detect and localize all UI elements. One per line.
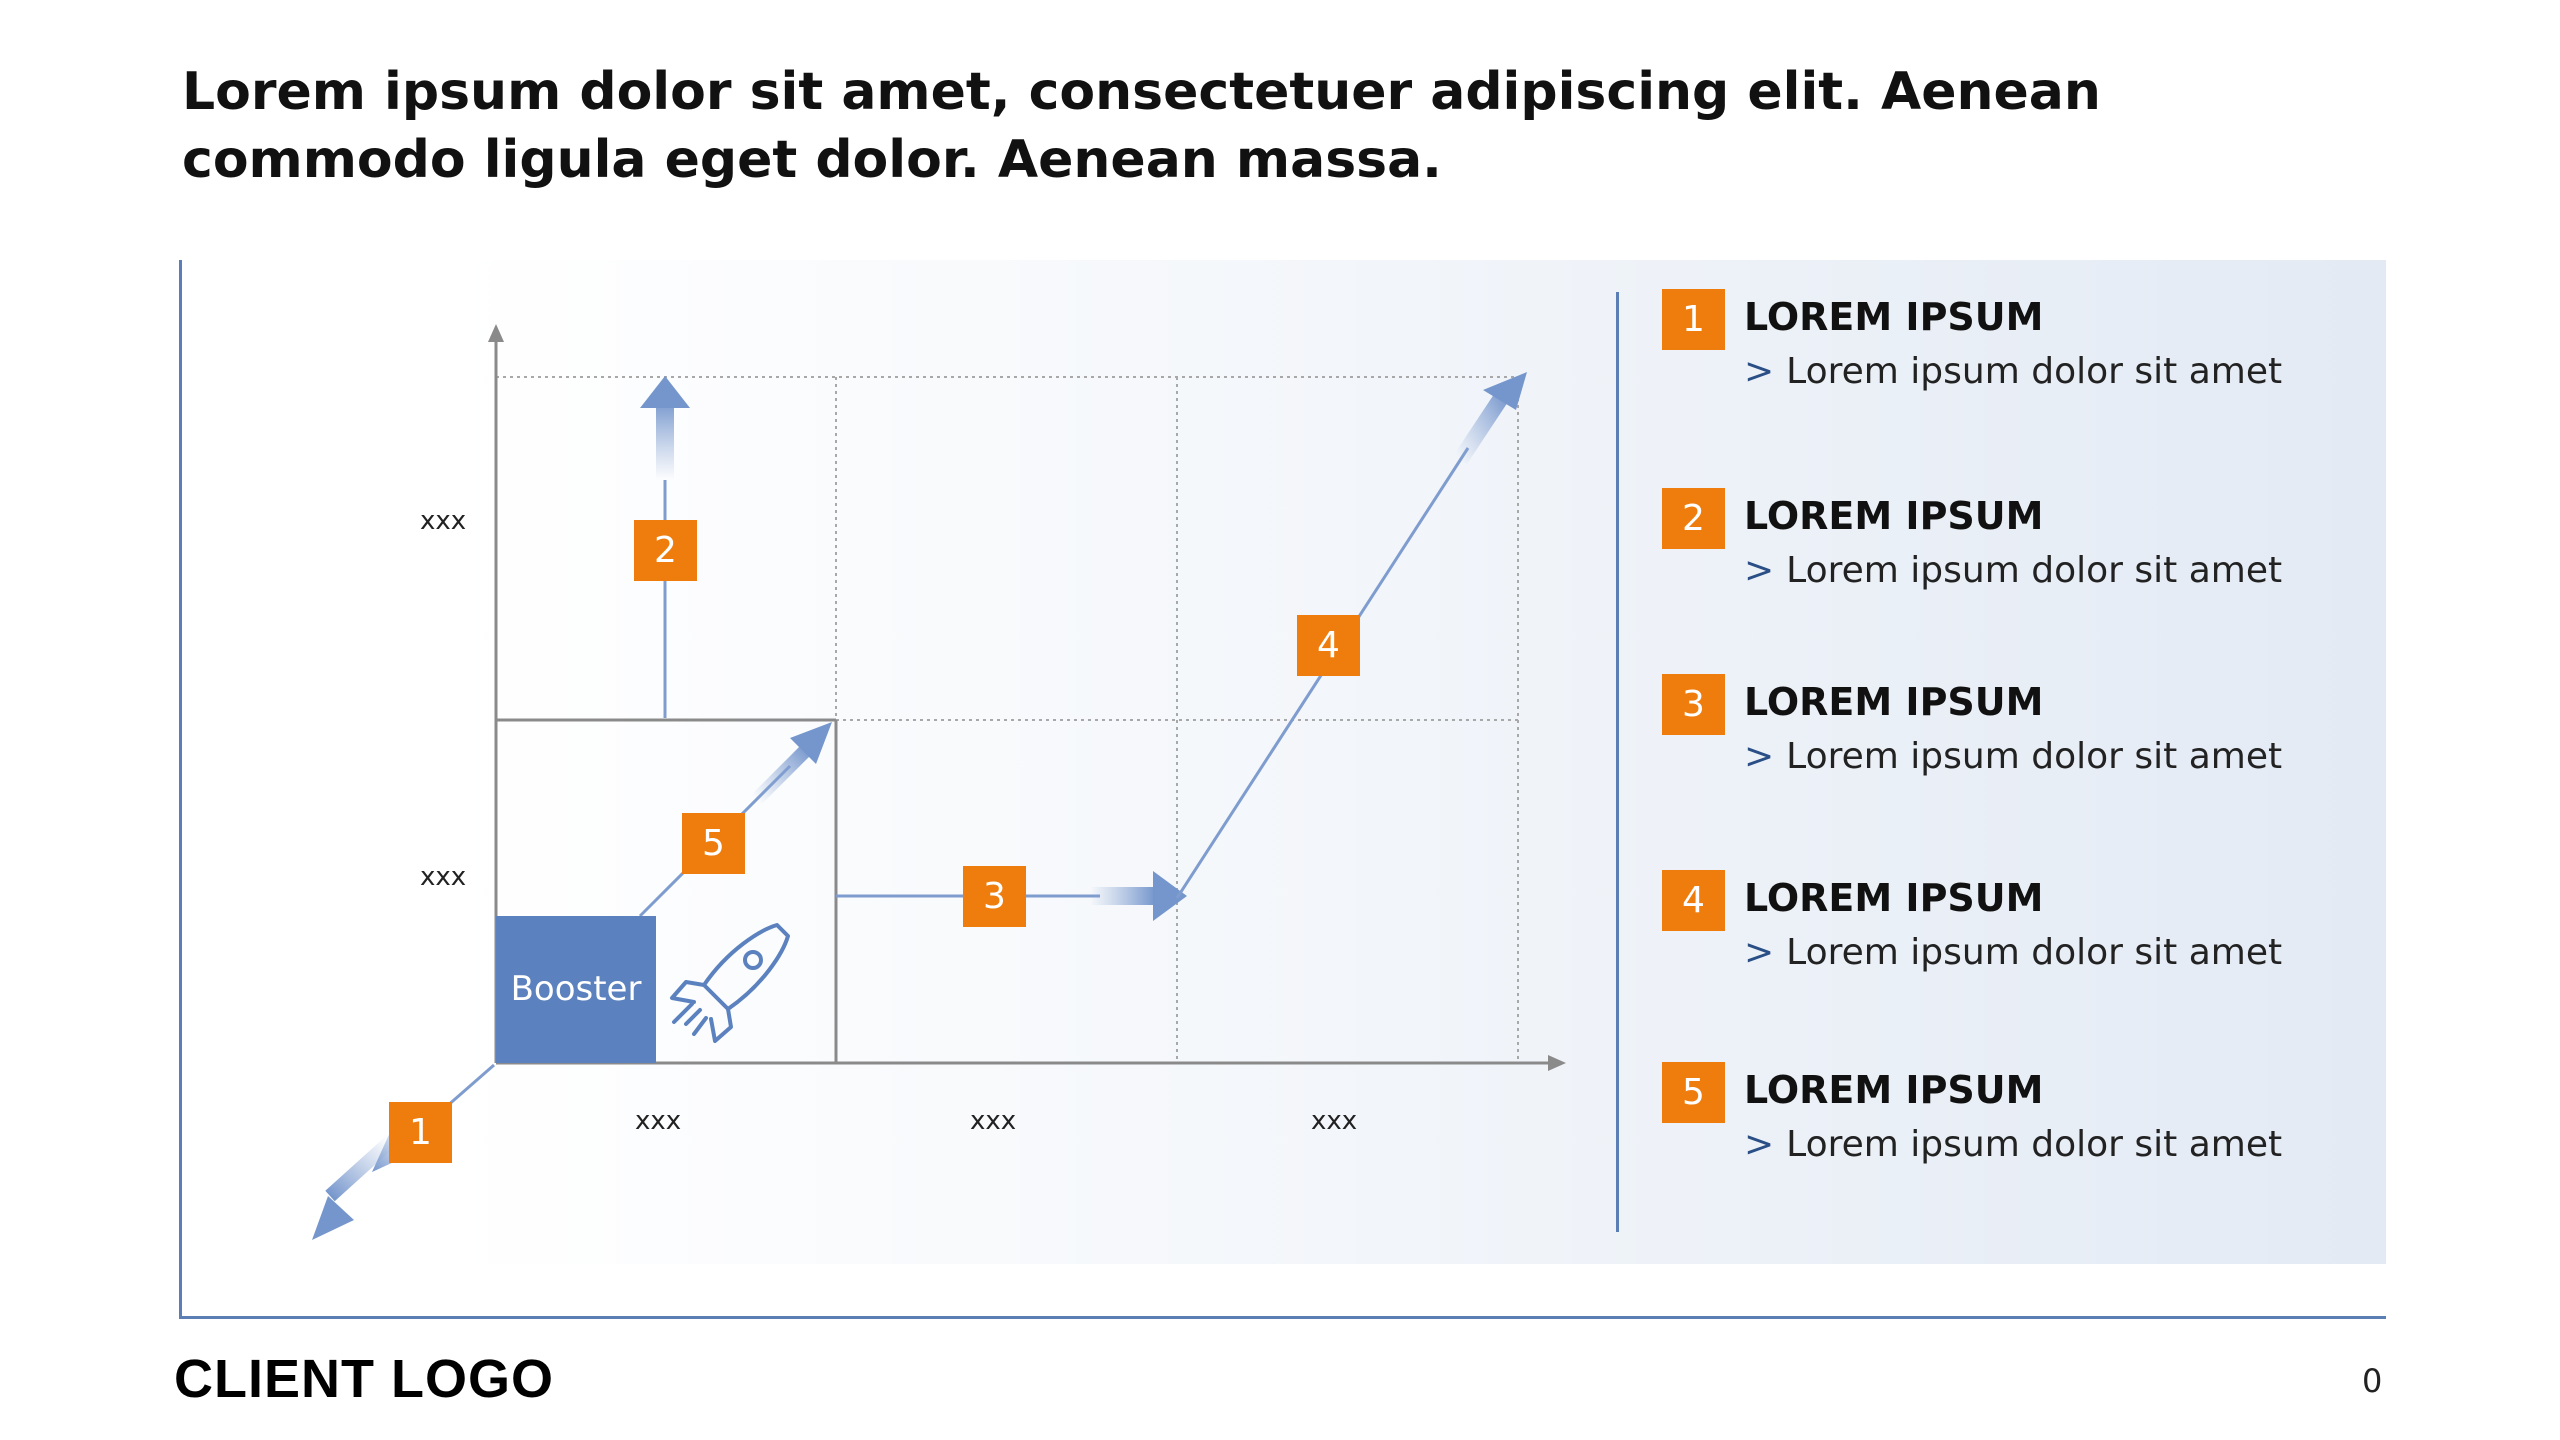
step-badge-3: 3 [963, 866, 1026, 927]
booster-box: Booster [496, 916, 656, 1063]
legend-badge-4: 4 [1662, 870, 1725, 931]
legend-badge-2: 2 [1662, 488, 1725, 549]
legend-title-1: LOREM IPSUM [1744, 295, 2044, 339]
legend-item-3: 3 LOREM IPSUM > Lorem ipsum dolor sit ame… [1662, 674, 2362, 794]
y-axis-label-top: xxx [420, 506, 467, 536]
rocket-icon [670, 923, 790, 1043]
y-axis-label-bottom: xxx [420, 862, 467, 892]
legend-title-4: LOREM IPSUM [1744, 876, 2044, 920]
client-logo: CLIENT LOGO [174, 1349, 554, 1409]
legend-item-5: 5 LOREM IPSUM > Lorem ipsum dolor sit ame… [1662, 1062, 2362, 1182]
step-badge-5: 5 [682, 813, 745, 874]
arrow-2 [640, 376, 690, 718]
legend-title-5: LOREM IPSUM [1744, 1068, 2044, 1112]
page-number: 0 [2362, 1362, 2383, 1400]
step-badge-4: 4 [1297, 615, 1360, 676]
legend-text-4-value: Lorem ipsum dolor sit amet [1786, 932, 2283, 973]
legend-text-2: > Lorem ipsum dolor sit amet [1744, 550, 2282, 591]
legend-badge-5: 5 [1662, 1062, 1725, 1123]
page-headline: Lorem ipsum dolor sit amet, consectetuer… [182, 62, 2101, 190]
chevron-right-icon: > [1744, 932, 1775, 973]
chevron-right-icon: > [1744, 550, 1775, 591]
legend-text-1: > Lorem ipsum dolor sit amet [1744, 351, 2282, 392]
legend-text-3: > Lorem ipsum dolor sit amet [1744, 736, 2282, 777]
legend-badge-1: 1 [1662, 289, 1725, 350]
legend-text-4: > Lorem ipsum dolor sit amet [1744, 932, 2282, 973]
legend-item-2: 2 LOREM IPSUM > Lorem ipsum dolor sit ame… [1662, 488, 2362, 608]
chevron-right-icon: > [1744, 736, 1775, 777]
x-axis-label-2: xxx [970, 1106, 1017, 1136]
legend-divider [1616, 292, 1619, 1232]
x-axis-label-3: xxx [1311, 1106, 1358, 1136]
legend-item-4: 4 LOREM IPSUM > Lorem ipsum dolor sit ame… [1662, 870, 2362, 990]
booster-box-outline [496, 718, 838, 1063]
legend-text-2-value: Lorem ipsum dolor sit amet [1786, 550, 2283, 591]
legend-text-5-value: Lorem ipsum dolor sit amet [1786, 1124, 2283, 1165]
legend-text-5: > Lorem ipsum dolor sit amet [1744, 1124, 2282, 1165]
legend-title-3: LOREM IPSUM [1744, 680, 2044, 724]
legend-text-3-value: Lorem ipsum dolor sit amet [1786, 736, 2283, 777]
step-badge-1: 1 [389, 1102, 452, 1163]
legend-title-2: LOREM IPSUM [1744, 494, 2044, 538]
frame-left-rule [179, 260, 182, 1319]
legend-badge-3: 3 [1662, 674, 1725, 735]
x-axis-label-1: xxx [635, 1106, 682, 1136]
chevron-right-icon: > [1744, 1124, 1775, 1165]
legend-text-1-value: Lorem ipsum dolor sit amet [1786, 351, 2283, 392]
step-badge-2: 2 [634, 520, 697, 581]
diagram-panel [448, 260, 2386, 1264]
frame-bottom-rule [179, 1316, 2386, 1319]
legend-item-1: 1 LOREM IPSUM > Lorem ipsum dolor sit ame… [1662, 289, 2362, 409]
chevron-right-icon: > [1744, 351, 1775, 392]
